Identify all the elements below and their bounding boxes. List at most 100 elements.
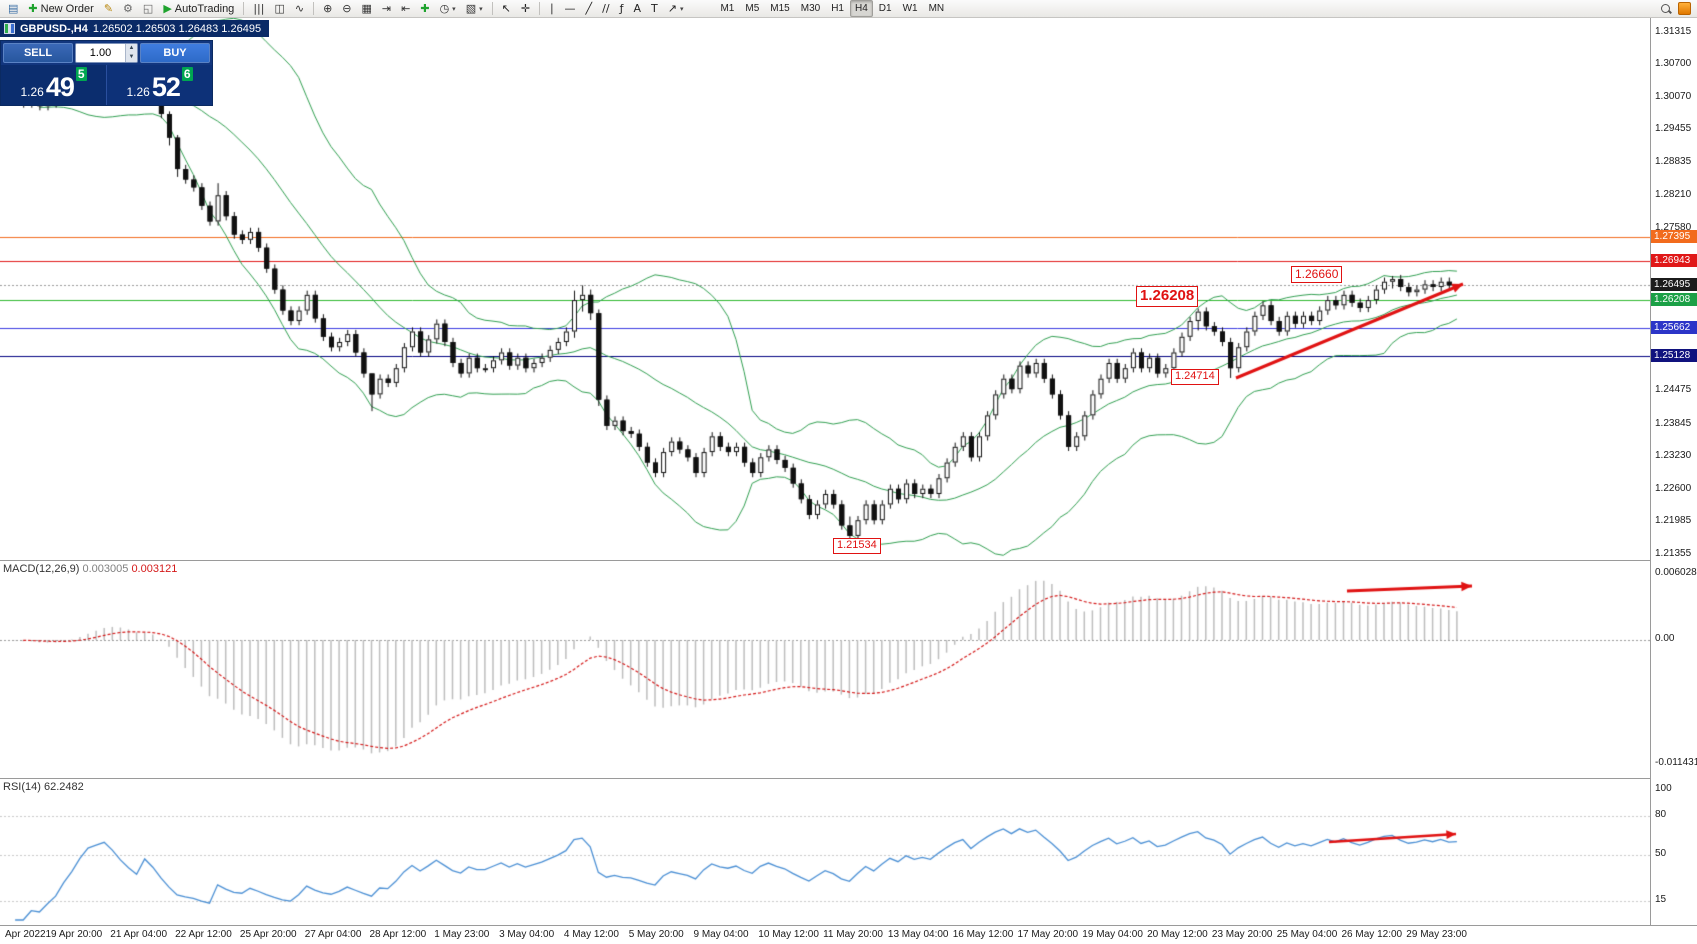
rsi-panel: RSI(14) 62.2482 <box>0 778 1650 925</box>
price-tick: 1.24475 <box>1655 384 1692 396</box>
rsi-axis-label: 80 <box>1655 809 1667 820</box>
time-label: 10 May 12:00 <box>758 929 819 940</box>
search-icon[interactable] <box>1660 3 1672 15</box>
new-chart-icon[interactable]: ▤ <box>8 1 19 15</box>
candlestick-chart-icon[interactable]: ◫ <box>274 1 285 15</box>
price-callout[interactable]: 1.26208 <box>1136 286 1199 307</box>
periods-icon[interactable]: ◷ ▾ <box>439 1 456 15</box>
vertical-line-icon[interactable]: ∣ <box>549 1 555 15</box>
volume-stepper: ▲▼ <box>75 43 138 63</box>
arrows-icon[interactable]: ↗ ▾ <box>667 1 684 15</box>
fibonacci-icon[interactable]: ƒ <box>619 1 624 15</box>
macd-axis-label: 0.00 <box>1655 633 1675 644</box>
timeframe-button-D1[interactable]: D1 <box>878 3 892 14</box>
crosshair-icon[interactable]: ✛ <box>520 1 531 15</box>
zoom-out-icon[interactable]: ⊖ <box>342 1 352 15</box>
templates-icon[interactable]: ▧ ▾ <box>465 1 483 15</box>
time-label: 9 May 04:00 <box>693 929 749 940</box>
time-label: 11 May 20:00 <box>823 929 883 940</box>
price-tick: 1.27580 <box>1655 221 1692 233</box>
fullscreen-icon[interactable]: ◱ <box>142 1 154 15</box>
new-order-button[interactable]: ✚ New Order <box>28 1 94 15</box>
price-tick: 1.23230 <box>1655 449 1692 461</box>
cursor-icon[interactable]: ↖ <box>501 1 511 15</box>
price-callout[interactable]: 1.21534 <box>833 538 881 554</box>
price-chart-panel <box>0 18 1650 560</box>
time-label: 20 May 12:00 <box>1147 929 1208 940</box>
timeframe-button-M1[interactable]: M1 <box>720 3 735 14</box>
buy-button[interactable]: BUY <box>140 43 210 63</box>
timeframe-button-M30[interactable]: M30 <box>800 3 821 14</box>
chart-shift-icon[interactable]: ⇤ <box>401 1 411 15</box>
metaeditor-icon[interactable]: ✎ <box>103 1 114 15</box>
horizontal-line-icon[interactable]: — <box>564 1 576 15</box>
price-tick: 1.29455 <box>1655 123 1692 135</box>
price-badge: 1.25662 <box>1651 321 1697 335</box>
bar-chart-icon[interactable]: ||| <box>253 1 265 15</box>
price-tick: 1.22600 <box>1655 482 1692 494</box>
time-label: 26 May 12:00 <box>1341 929 1403 940</box>
timeframe-button-M15[interactable]: M15 <box>770 3 790 14</box>
indicators-icon[interactable]: ✚ <box>420 1 430 15</box>
buy-price-prefix: 1.26 <box>126 85 150 99</box>
chart-title-bar[interactable]: GBPUSD-,H4 1.26502 1.26503 1.26483 1.264… <box>0 20 270 37</box>
time-label: 4 May 12:00 <box>563 929 619 940</box>
spinner-up-icon[interactable]: ▲ <box>128 45 135 51</box>
volume-spinner[interactable]: ▲ ▼ <box>125 44 137 62</box>
price-tick: 1.28210 <box>1655 188 1692 200</box>
time-label: 21 Apr 04:00 <box>110 929 168 940</box>
rsi-label: RSI(14) 62.2482 <box>3 781 84 793</box>
buy-price-pip: 6 <box>181 67 193 81</box>
price-chart-canvas[interactable] <box>0 18 1650 560</box>
time-label: 5 May 20:00 <box>628 929 684 940</box>
macd-panel: MACD(12,26,9) 0.003005 0.003121 <box>0 560 1650 778</box>
macd-canvas[interactable] <box>0 561 1650 778</box>
one-click-trading-icon[interactable] <box>1678 2 1691 15</box>
time-label: Apr 2022 <box>5 929 46 940</box>
timeframe-button-M5[interactable]: M5 <box>745 3 760 14</box>
time-label: 16 May 12:00 <box>952 929 1014 940</box>
sell-button[interactable]: SELL <box>3 43 73 63</box>
time-label: 28 Apr 12:00 <box>369 929 427 940</box>
tile-windows-icon[interactable]: ▦ <box>361 1 372 15</box>
buy-price[interactable]: 1.26 52 6 <box>107 65 212 105</box>
spinner-down-icon[interactable]: ▼ <box>128 54 135 60</box>
price-tick: 1.30070 <box>1655 91 1692 103</box>
price-badge: 1.26943 <box>1651 254 1697 268</box>
text-icon[interactable]: A <box>633 1 641 15</box>
timeframe-button-H1[interactable]: H1 <box>831 3 844 14</box>
time-label: 1 May 23:00 <box>434 929 490 940</box>
trendline-icon[interactable]: ╱ <box>585 1 593 15</box>
autotrading-button[interactable]: ▶ AutoTrading <box>163 1 235 15</box>
line-chart-icon[interactable]: ∿ <box>294 1 305 15</box>
time-label: 17 May 20:00 <box>1017 929 1079 940</box>
price-tick: 1.21985 <box>1655 514 1692 526</box>
options-icon[interactable]: ⚙ <box>123 1 133 15</box>
rsi-canvas[interactable] <box>0 779 1650 925</box>
channel-icon[interactable]: // <box>602 1 610 15</box>
volume-input[interactable] <box>76 44 125 62</box>
zoom-in-icon[interactable]: ⊕ <box>323 1 333 15</box>
timeframe-button-H4[interactable]: H4 <box>849 0 873 17</box>
time-label: 25 May 04:00 <box>1276 929 1338 940</box>
time-label: 19 May 04:00 <box>1082 929 1143 940</box>
price-tick: 1.21355 <box>1655 548 1692 559</box>
rsi-axis-label: 100 <box>1655 783 1672 794</box>
price-callout[interactable]: 1.24714 <box>1171 369 1219 385</box>
auto-scroll-icon[interactable]: ⇥ <box>381 1 392 15</box>
time-axis: Apr 2022 19 Apr 20:00 21 Apr 04:00 22 Apr 1… <box>0 925 1697 944</box>
toolbar-separator <box>491 2 493 15</box>
time-label: 23 May 20:00 <box>1211 929 1273 940</box>
timeframe-button-W1[interactable]: W1 <box>902 3 918 14</box>
text-label-icon[interactable]: T <box>651 1 658 15</box>
time-label: 22 Apr 12:00 <box>175 929 232 940</box>
time-label: 13 May 04:00 <box>887 929 949 940</box>
time-label: 19 Apr 20:00 <box>45 929 103 940</box>
timeframe-button-MN[interactable]: MN <box>928 3 945 14</box>
sell-price[interactable]: 1.26 49 5 <box>1 65 107 105</box>
price-callout[interactable]: 1.26660 <box>1291 266 1343 283</box>
time-label: 25 Apr 20:00 <box>239 929 297 940</box>
toolbar: ▤ ✚ New Order ✎ ⚙ ◱ ▶ AutoTrading ||| ◫ ∿ ⊕ ⊖ ▦ ⇥ ⇤ ✚ ◷ ▾ ▧… <box>0 0 1697 18</box>
price-tick: 1.30700 <box>1655 58 1692 70</box>
